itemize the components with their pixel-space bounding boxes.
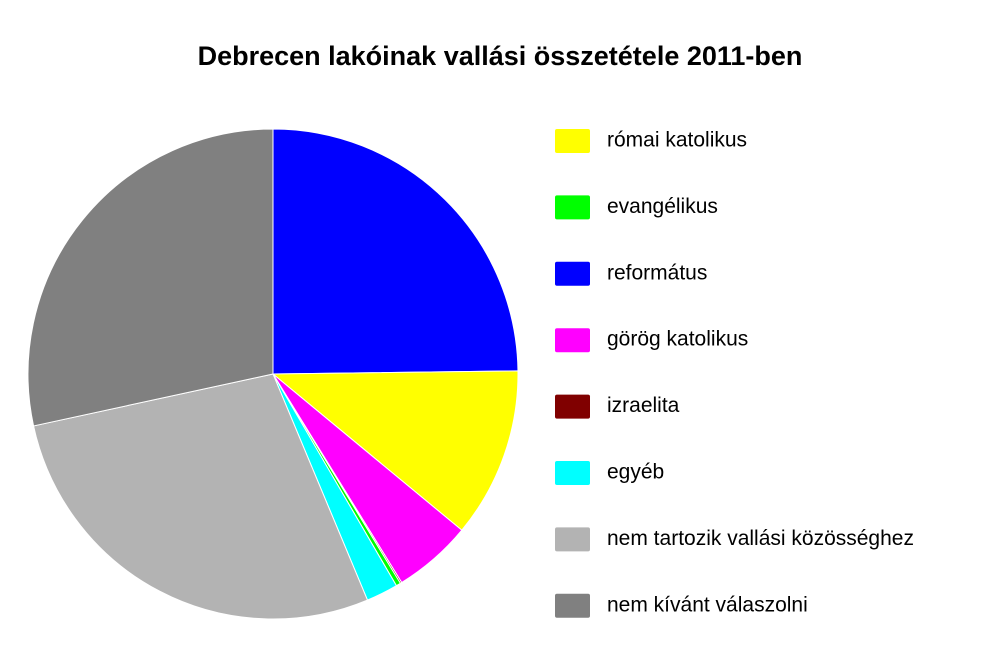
legend-swatch	[555, 261, 590, 286]
legend-label: nem tartozik vallási közösséghez	[607, 527, 914, 550]
legend-label: evangélikus	[607, 195, 718, 218]
legend-swatch	[555, 461, 590, 485]
legend-swatch	[555, 527, 590, 552]
legend-swatch	[555, 195, 590, 220]
legend-swatch	[555, 394, 590, 419]
legend-swatch	[555, 593, 590, 618]
pie-slice	[32, 373, 369, 620]
legend-label: római katolikus	[607, 129, 747, 152]
legend-label: izraelita	[607, 394, 680, 417]
pie-slice	[271, 370, 519, 531]
chart-title: Debrecen lakóinak vallási összetétele 20…	[198, 41, 803, 71]
legend-swatch	[555, 328, 590, 353]
pie-slice	[272, 128, 519, 375]
legend-label: református	[607, 261, 707, 284]
legend-label: görög katolikus	[607, 328, 748, 351]
pie-slice	[27, 128, 274, 427]
legend-label: egyéb	[607, 461, 664, 484]
legend-swatch	[555, 129, 590, 153]
legend-label: nem kívánt válaszolni	[607, 593, 808, 616]
